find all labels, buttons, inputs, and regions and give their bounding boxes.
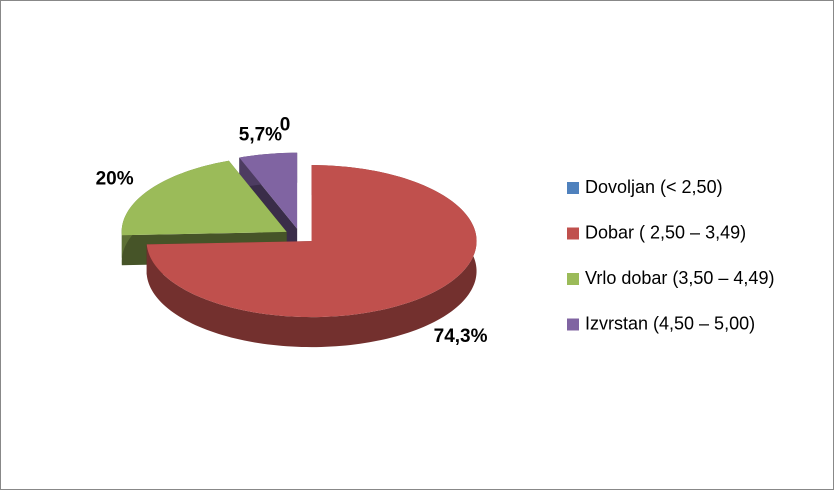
slice-top (146, 165, 477, 318)
data-label: 74,3% (434, 326, 488, 347)
data-label: 5,7% (239, 124, 282, 145)
slice (146, 165, 477, 348)
legend-label: Izvrstan (4,50 – 5,00) (585, 313, 755, 333)
data-label: 0 (280, 115, 291, 136)
slice-top (121, 160, 287, 236)
slice-top (239, 152, 298, 229)
legend-swatch (567, 273, 579, 285)
legend-label: Dobar ( 2,50 – 3,49) (585, 222, 746, 242)
legend-label: Dovoljan (< 2,50) (585, 177, 723, 197)
legend-swatch (567, 227, 579, 240)
data-label: 20% (96, 169, 134, 190)
legend-swatch (567, 318, 579, 331)
legend-swatch (567, 182, 579, 194)
legend-label: Vrlo dobar (3,50 – 4,49) (585, 268, 774, 288)
